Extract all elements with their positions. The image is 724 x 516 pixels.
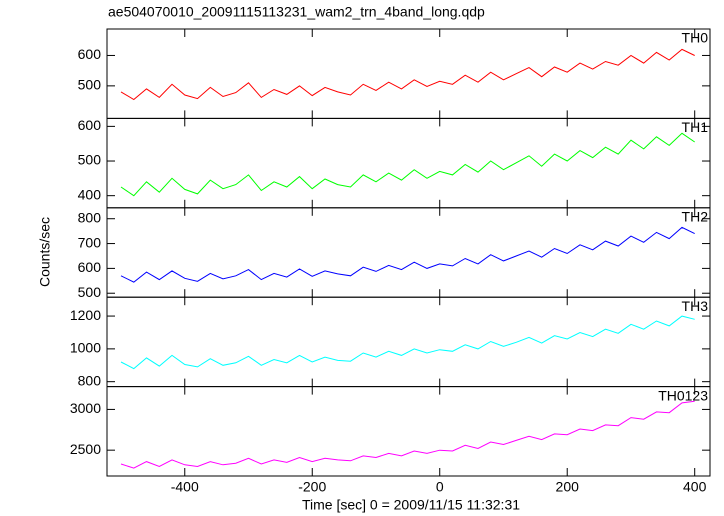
y-tick-label: 800 [78, 372, 102, 388]
panel-label: TH3 [682, 298, 709, 314]
x-tick-label: -200 [298, 479, 326, 495]
x-tick-label: -400 [171, 479, 199, 495]
chart-title: ae504070010_20091115113231_wam2_trn_4ban… [108, 4, 485, 20]
panel-frame [106, 207, 711, 298]
y-tick-label: 600 [78, 259, 102, 275]
x-tick-label: 200 [556, 479, 580, 495]
y-tick-label: 500 [78, 284, 102, 300]
y-tick-label: 2500 [70, 441, 101, 457]
y-tick-label: 1000 [70, 340, 101, 356]
y-tick-label: 800 [78, 209, 102, 225]
series-line [120, 48, 695, 101]
x-tick-label: 0 [436, 479, 444, 495]
y-tick-label: 1200 [70, 307, 101, 323]
panel-label: TH0123 [658, 387, 708, 403]
series-line [120, 315, 695, 370]
series-line [120, 226, 695, 283]
panel-frame [106, 386, 711, 477]
series-line [120, 400, 695, 469]
y-axis-label: Counts/sec [37, 217, 53, 287]
y-tick-label: 600 [78, 117, 102, 133]
x-axis-label: Time [sec] 0 = 2009/11/15 11:32:31 [302, 497, 520, 513]
series-line [120, 132, 695, 197]
panel-label: TH2 [682, 209, 709, 225]
y-tick-label: 700 [78, 234, 102, 250]
y-tick-label: 600 [78, 46, 102, 62]
y-tick-label: 500 [78, 152, 102, 168]
panel-label: TH0 [682, 30, 709, 46]
x-tick-label: 400 [683, 479, 707, 495]
panel-frame [106, 28, 711, 119]
y-tick-label: 500 [78, 77, 102, 93]
panel-frame [106, 296, 711, 388]
y-tick-label: 3000 [70, 400, 101, 416]
y-tick-label: 400 [78, 186, 102, 202]
panel-label: TH1 [682, 119, 709, 135]
